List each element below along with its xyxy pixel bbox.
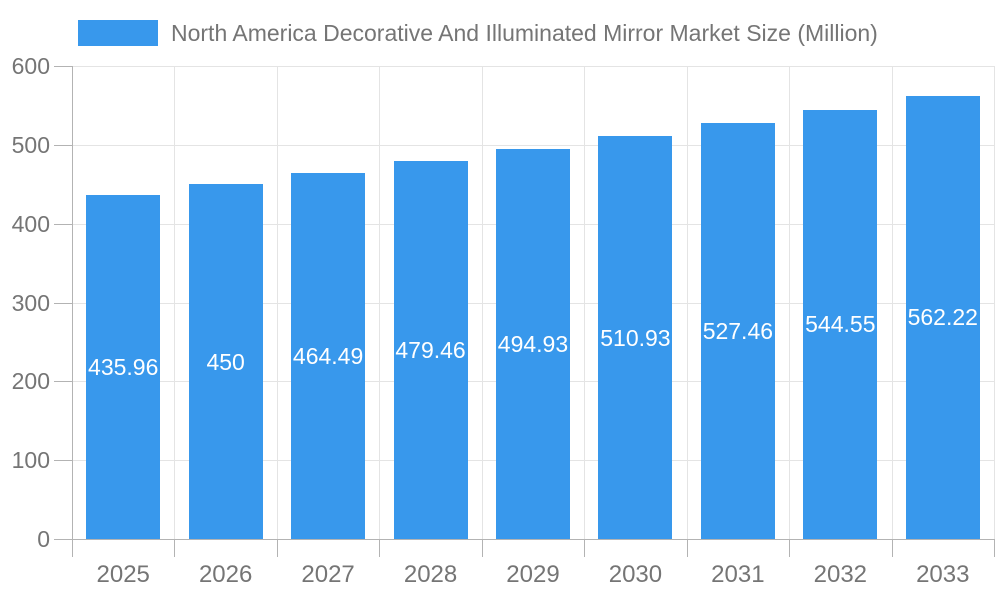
x-axis-tick-label: 2028 bbox=[403, 561, 458, 588]
x-axis-tick-label: 2026 bbox=[198, 561, 253, 588]
x-axis-tick bbox=[891, 539, 893, 557]
y-gridline bbox=[73, 66, 994, 67]
y-gridline bbox=[73, 144, 994, 146]
x-gridline bbox=[994, 66, 995, 539]
y-axis-tick-label: 600 bbox=[11, 53, 50, 79]
x-axis-tick bbox=[789, 539, 791, 557]
x-axis-tick bbox=[276, 539, 278, 557]
x-axis-tick-label: 2030 bbox=[608, 561, 663, 588]
legend-item[interactable]: North America Decorative And Illuminated… bbox=[78, 19, 878, 47]
y-axis-tick bbox=[54, 144, 72, 146]
x-axis-tick bbox=[584, 539, 586, 557]
bar bbox=[291, 172, 366, 539]
x-gridline bbox=[584, 66, 586, 539]
y-axis-tick-label: 300 bbox=[11, 289, 50, 316]
bar-value-label: 544.55 bbox=[805, 311, 876, 338]
x-axis-tick-label: 2027 bbox=[301, 561, 355, 588]
y-axis-tick-label: 100 bbox=[11, 447, 50, 474]
x-gridline bbox=[686, 66, 688, 539]
x-axis-tick-label: 2031 bbox=[711, 561, 765, 588]
bar-value-label: 562.22 bbox=[907, 304, 978, 331]
x-gridline bbox=[174, 66, 176, 539]
bar bbox=[86, 195, 161, 539]
x-axis-tick bbox=[174, 539, 176, 557]
bar bbox=[700, 123, 775, 539]
x-axis-tick-label: 2029 bbox=[506, 561, 560, 588]
x-gridline bbox=[789, 66, 791, 539]
y-axis-tick-label: 0 bbox=[37, 526, 50, 552]
x-axis-tick-label: 2033 bbox=[916, 561, 970, 588]
bar-value-label: 450 bbox=[206, 348, 245, 375]
y-axis-tick bbox=[54, 66, 72, 67]
y-axis-tick bbox=[54, 302, 72, 304]
y-axis-tick bbox=[54, 223, 72, 225]
bar-value-label: 464.49 bbox=[292, 342, 364, 369]
x-gridline bbox=[891, 66, 893, 539]
bar bbox=[598, 136, 673, 539]
legend-swatch-icon bbox=[78, 20, 158, 46]
x-gridline bbox=[481, 66, 483, 539]
x-gridline bbox=[379, 66, 381, 539]
chart-title: North America Decorative And Illuminated… bbox=[171, 20, 878, 46]
y-axis-tick-label: 500 bbox=[11, 131, 50, 158]
y-axis-line bbox=[72, 66, 73, 557]
x-gridline bbox=[276, 66, 278, 539]
bar bbox=[188, 184, 263, 539]
y-axis-tick-label: 400 bbox=[11, 210, 50, 237]
bar-value-label: 494.93 bbox=[497, 330, 569, 357]
bar bbox=[905, 95, 980, 539]
x-axis-tick-label: 2032 bbox=[813, 561, 868, 588]
bar bbox=[496, 148, 570, 539]
bar bbox=[393, 161, 468, 539]
x-axis-tick-label: 2025 bbox=[96, 561, 150, 588]
x-axis-line bbox=[54, 539, 994, 540]
x-axis-tick bbox=[481, 539, 483, 557]
bar-value-label: 479.46 bbox=[395, 337, 466, 363]
x-axis-tick bbox=[994, 539, 995, 557]
x-axis-tick bbox=[379, 539, 381, 557]
x-axis-tick bbox=[686, 539, 688, 557]
bar-value-label: 510.93 bbox=[600, 324, 671, 351]
y-axis-tick bbox=[54, 381, 72, 383]
y-axis-tick bbox=[54, 460, 72, 462]
bar bbox=[803, 109, 878, 539]
bar-value-label: 527.46 bbox=[702, 318, 774, 345]
y-axis-tick-label: 200 bbox=[11, 368, 50, 395]
bar-value-label: 435.96 bbox=[88, 354, 159, 381]
